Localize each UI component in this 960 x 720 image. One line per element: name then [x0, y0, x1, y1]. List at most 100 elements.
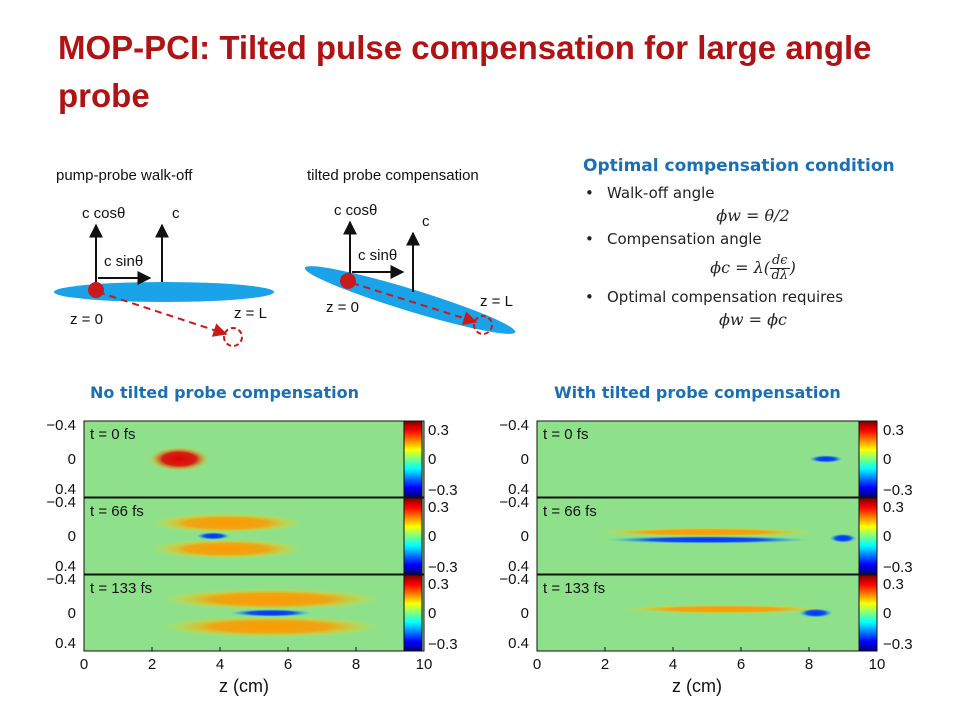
panel-frame [83, 420, 425, 498]
right-label-z0: z = 0 [326, 299, 359, 316]
field-feature [162, 588, 380, 610]
colorbar-tick-label: −0.3 [883, 636, 913, 653]
panel-time-label: t = 66 fs [543, 503, 597, 520]
right-label-c-sin: c sinθ [358, 247, 397, 264]
eq2-lhs: ϕc = λ( [710, 258, 770, 277]
colorbar-tick-label: 0.3 [428, 499, 449, 516]
left-label-c-sin: c sinθ [104, 253, 143, 270]
field-feature [605, 536, 809, 544]
colorbar-tick-label: −0.3 [428, 636, 458, 653]
panel-frame [83, 497, 425, 575]
field-feature [162, 616, 380, 638]
bullet-optimal-requires: Optimal compensation requires [583, 286, 943, 308]
y-tick-label: 0 [521, 605, 529, 622]
field-feature [598, 527, 816, 537]
caption-right: With tilted probe compensation [554, 383, 841, 402]
panel-time-label: t = 133 fs [90, 580, 152, 597]
right-label-c: c [422, 213, 430, 230]
left-label-c-cos: c cosθ [82, 205, 125, 222]
bullet-compensation-angle: Compensation angle [583, 228, 943, 250]
colorbar-tick-label: 0 [883, 605, 891, 622]
slide-title: MOP-PCI: Tilted pulse compensation for l… [58, 29, 872, 114]
colorbar-tick-label: 0 [428, 605, 436, 622]
equation-optimal: ϕw = ϕc [718, 310, 788, 329]
x-tick-label: 0 [80, 656, 88, 673]
colorbar [858, 497, 878, 575]
colorbar [403, 497, 423, 575]
x-axis-label: z (cm) [672, 676, 722, 696]
colorbar [858, 420, 878, 498]
field-feature [829, 533, 857, 543]
x-tick-label: 4 [216, 656, 224, 673]
left-walkoff-path [97, 291, 228, 337]
left-start-dot [88, 282, 104, 298]
colorbar [858, 574, 878, 652]
colorbar-tick-label: 0.3 [428, 422, 449, 439]
field-feature [230, 609, 312, 617]
colorbar [403, 420, 423, 498]
panel-time-label: t = 0 fs [90, 426, 135, 443]
field-feature [152, 539, 302, 559]
x-tick-label: 8 [352, 656, 360, 673]
walkoff-diagrams: pump-probe walk-off c cosθ c c sinθ z = … [54, 167, 516, 347]
field-feature [148, 446, 210, 472]
x-tick-label: 8 [805, 656, 813, 673]
y-tick-label: 0 [68, 528, 76, 545]
y-tick-label: 0.4 [508, 558, 529, 575]
x-tick-label: 4 [669, 656, 677, 673]
x-tick-label: 0 [533, 656, 541, 673]
eq2-numerator: dϵ [769, 253, 790, 269]
x-tick-label: 10 [869, 656, 886, 673]
y-tick-label: −0.4 [499, 417, 529, 434]
panel-time-label: t = 133 fs [543, 580, 605, 597]
right-label-zL: z = L [480, 293, 513, 310]
heatmap-panel [83, 497, 425, 575]
colorbar-tick-label: 0.3 [883, 422, 904, 439]
x-axis-label: z (cm) [219, 676, 269, 696]
y-tick-label: 0.4 [508, 481, 529, 498]
eq2-rhs: ) [789, 258, 796, 277]
left-probe-beam [54, 282, 274, 302]
colorbar-tick-label: 0.3 [428, 576, 449, 593]
left-label-z0: z = 0 [70, 311, 103, 328]
colorbar-tick-label: −0.3 [883, 559, 913, 576]
right-walkoff-path [351, 282, 478, 325]
x-tick-label: 6 [284, 656, 292, 673]
y-tick-label: 0 [68, 605, 76, 622]
colorbar-tick-label: 0 [428, 528, 436, 545]
panel-frame [83, 574, 425, 652]
compensation-condition-box: Optimal compensation condition Walk-off … [583, 156, 943, 332]
right-end-circle [473, 315, 493, 335]
field-feature [152, 513, 302, 533]
caption-left: No tilted probe compensation [90, 383, 359, 402]
y-tick-label: 0.4 [55, 635, 76, 652]
eq2-denominator: dλ [771, 268, 789, 283]
colorbar-tick-label: 0 [428, 451, 436, 468]
colorbar-tick-label: −0.3 [428, 559, 458, 576]
y-tick-label: −0.4 [46, 417, 76, 434]
field-feature [809, 455, 843, 463]
right-label-c-cos: c cosθ [334, 202, 377, 219]
colorbar-tick-label: 0.3 [883, 576, 904, 593]
x-tick-label: 2 [148, 656, 156, 673]
y-tick-label: 0 [521, 451, 529, 468]
left-label-c: c [172, 205, 180, 222]
bullet-walkoff-angle: Walk-off angle [583, 182, 943, 204]
equation-walkoff: ϕw = θ/2 [716, 206, 790, 225]
colorbar-tick-label: 0 [883, 451, 891, 468]
y-tick-label: 0.4 [55, 481, 76, 498]
y-tick-label: −0.4 [46, 494, 76, 511]
y-tick-label: −0.4 [499, 494, 529, 511]
colorbar-tick-label: −0.3 [428, 482, 458, 499]
panel-time-label: t = 0 fs [543, 426, 588, 443]
equation-compensation: ϕc = λ(dϵ dλ) [643, 250, 863, 286]
y-tick-label: −0.4 [46, 571, 76, 588]
field-feature [622, 604, 826, 614]
left-end-circle [223, 327, 243, 347]
left-diagram-title: pump-probe walk-off [56, 167, 193, 184]
y-tick-label: −0.4 [499, 571, 529, 588]
heatmap-panel [83, 420, 425, 498]
panel-time-label: t = 66 fs [90, 503, 144, 520]
right-diagram-title: tilted probe compensation [307, 167, 479, 184]
